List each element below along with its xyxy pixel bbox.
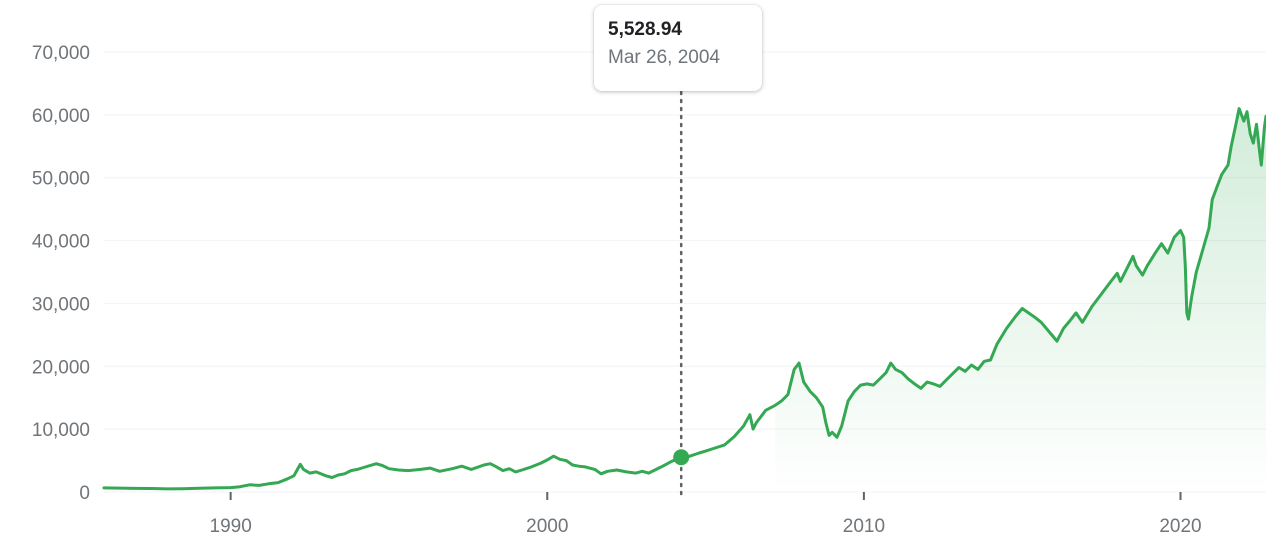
- series-area: [775, 108, 1266, 492]
- series-line: [102, 107, 1266, 491]
- y-tick-label: 10,000: [32, 420, 90, 441]
- y-axis: 70,000 60,000 50,000 40,000 30,000 20,000 10,0…: [32, 43, 90, 504]
- tooltip-value: 5,528.94: [608, 19, 682, 40]
- hover-marker: [673, 449, 690, 466]
- x-axis: 1990 2000 2010 2020: [210, 492, 1202, 537]
- x-tick-label: 2010: [843, 516, 885, 537]
- x-tick-label: 2020: [1159, 516, 1201, 537]
- y-tick-label: 70,000: [32, 43, 90, 64]
- y-tick-label: 40,000: [32, 232, 90, 253]
- gridlines: [104, 51, 1266, 493]
- y-tick-label: 20,000: [32, 357, 90, 378]
- tooltip-date: Mar 26, 2004: [608, 47, 720, 68]
- x-tick-label: 2000: [526, 516, 568, 537]
- y-tick-label: 50,000: [32, 169, 90, 190]
- x-tick-label: 1990: [210, 516, 252, 537]
- hover-indicator: [673, 90, 690, 496]
- y-tick-label: 60,000: [32, 106, 90, 127]
- y-tick-label: 30,000: [32, 294, 90, 315]
- y-tick-label: 0: [79, 483, 90, 504]
- series: [102, 107, 1266, 492]
- tooltip: 5,528.94 Mar 26, 2004: [594, 5, 762, 91]
